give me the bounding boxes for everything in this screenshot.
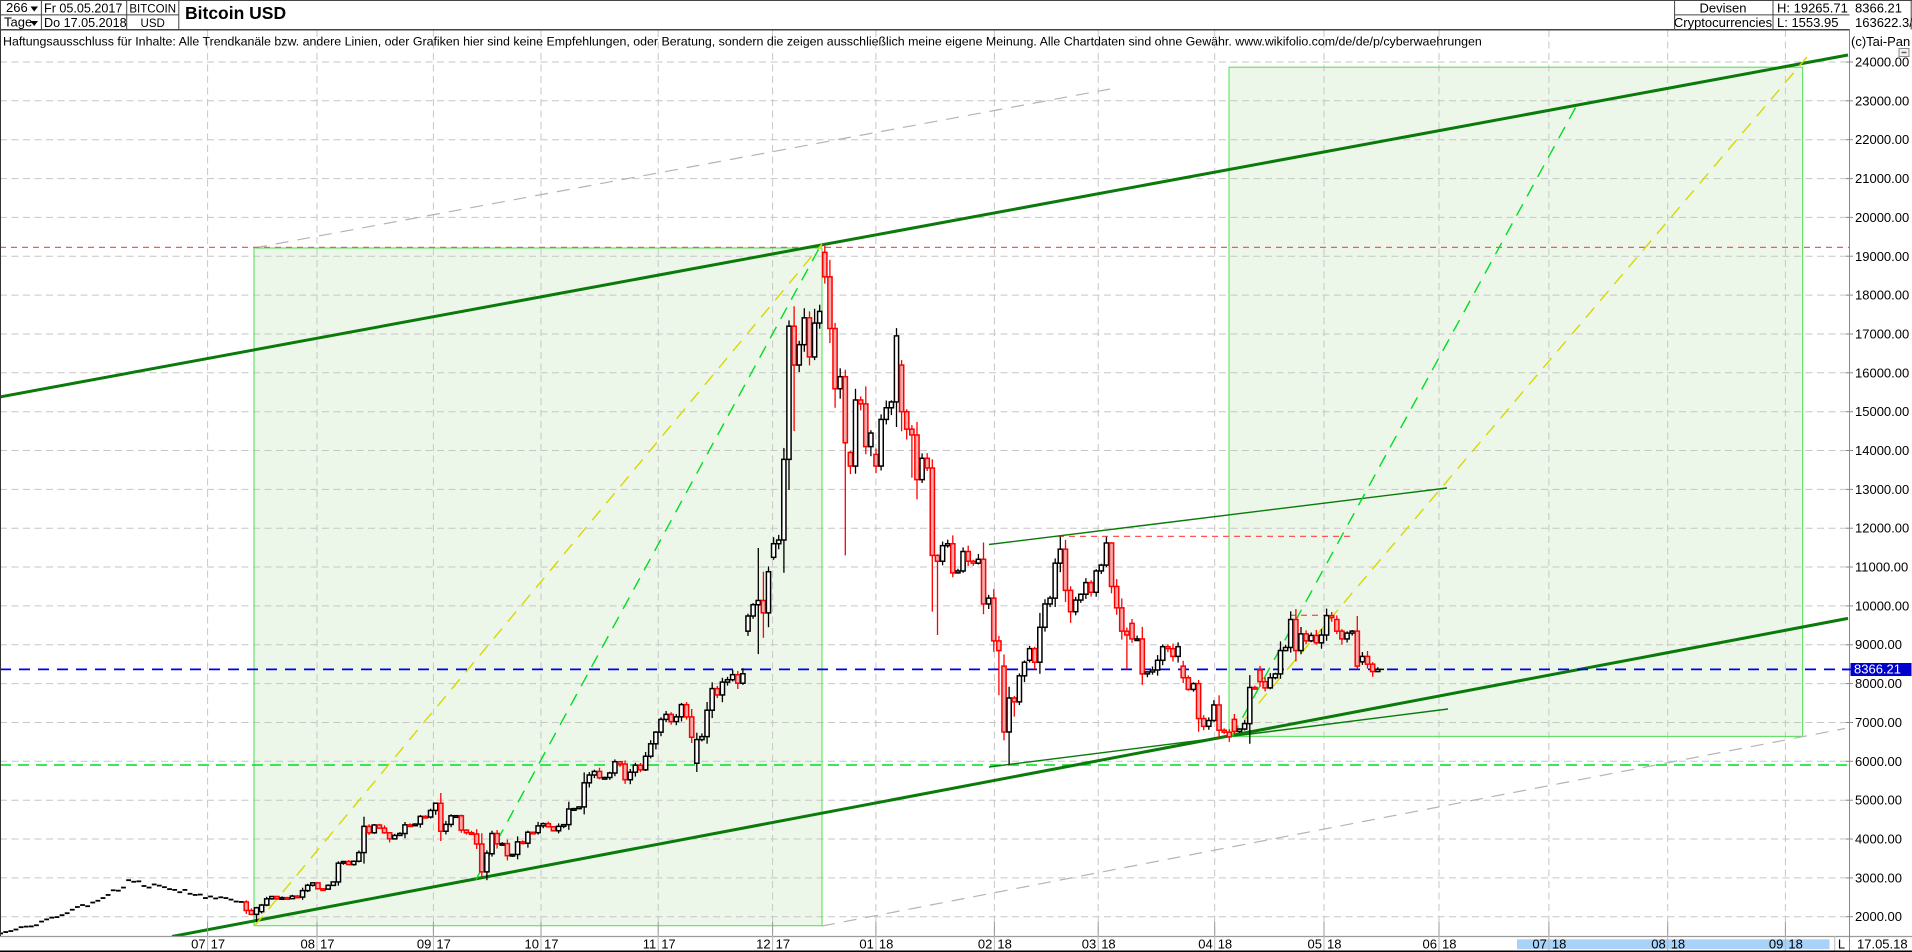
svg-text:16000.00: 16000.00 bbox=[1855, 365, 1909, 380]
svg-text:21000.00: 21000.00 bbox=[1855, 171, 1909, 186]
svg-text:17: 17 bbox=[544, 937, 558, 952]
svg-text:Cryptocurrencies: Cryptocurrencies bbox=[1674, 15, 1773, 30]
svg-text:11: 11 bbox=[643, 937, 657, 952]
svg-text:9000.00: 9000.00 bbox=[1855, 637, 1902, 652]
svg-text:H: 19265.71: H: 19265.71 bbox=[1777, 1, 1848, 16]
svg-text:Fr 05.05.2017: Fr 05.05.2017 bbox=[44, 2, 122, 16]
svg-text:07: 07 bbox=[1532, 937, 1546, 952]
svg-text:18: 18 bbox=[1101, 937, 1115, 952]
svg-text:17000.00: 17000.00 bbox=[1855, 327, 1909, 342]
svg-text:09: 09 bbox=[417, 937, 431, 952]
svg-text:Bitcoin USD: Bitcoin USD bbox=[185, 3, 286, 23]
svg-text:17: 17 bbox=[211, 937, 225, 952]
svg-text:18000.00: 18000.00 bbox=[1855, 288, 1909, 303]
svg-text:18: 18 bbox=[1442, 937, 1456, 952]
svg-text:2000.00: 2000.00 bbox=[1855, 909, 1902, 924]
svg-text:22000.00: 22000.00 bbox=[1855, 132, 1909, 147]
svg-text:Do 17.05.2018: Do 17.05.2018 bbox=[44, 16, 127, 30]
svg-text:17: 17 bbox=[776, 937, 790, 952]
svg-text:18: 18 bbox=[879, 937, 893, 952]
svg-text:17: 17 bbox=[436, 937, 450, 952]
svg-text:17: 17 bbox=[320, 937, 334, 952]
svg-text:08: 08 bbox=[1651, 937, 1665, 952]
svg-text:14000.00: 14000.00 bbox=[1855, 443, 1909, 458]
svg-text:8000.00: 8000.00 bbox=[1855, 676, 1902, 691]
svg-text:18: 18 bbox=[1552, 937, 1566, 952]
svg-text:18: 18 bbox=[1788, 937, 1802, 952]
svg-text:(c)Tai-Pan: (c)Tai-Pan bbox=[1851, 34, 1910, 49]
svg-text:18: 18 bbox=[1327, 937, 1341, 952]
svg-text:USD: USD bbox=[141, 18, 165, 30]
svg-text:09: 09 bbox=[1769, 937, 1783, 952]
svg-text:20000.00: 20000.00 bbox=[1855, 210, 1909, 225]
svg-text:L: L bbox=[1838, 937, 1845, 952]
svg-text:10: 10 bbox=[525, 937, 539, 952]
svg-text:11000.00: 11000.00 bbox=[1855, 560, 1908, 575]
svg-text:3000.00: 3000.00 bbox=[1855, 870, 1902, 885]
svg-text:4000.00: 4000.00 bbox=[1855, 832, 1902, 847]
svg-text:19000.00: 19000.00 bbox=[1855, 249, 1909, 264]
svg-text:L: 1553.95: L: 1553.95 bbox=[1777, 15, 1838, 30]
svg-text:02: 02 bbox=[978, 937, 992, 952]
svg-text:17.05.18: 17.05.18 bbox=[1857, 937, 1908, 952]
svg-text:04: 04 bbox=[1198, 937, 1212, 952]
svg-text:10000.00: 10000.00 bbox=[1855, 598, 1909, 613]
svg-text:7000.00: 7000.00 bbox=[1855, 715, 1902, 730]
svg-text:17: 17 bbox=[661, 937, 675, 952]
svg-text:8366.21: 8366.21 bbox=[1855, 1, 1902, 16]
svg-text:18: 18 bbox=[997, 937, 1011, 952]
svg-text:23000.00: 23000.00 bbox=[1855, 93, 1909, 108]
svg-text:266: 266 bbox=[6, 0, 28, 15]
svg-text:8366.21: 8366.21 bbox=[1854, 661, 1901, 676]
svg-text:07: 07 bbox=[191, 937, 205, 952]
svg-text:6000.00: 6000.00 bbox=[1855, 754, 1902, 769]
svg-text:18: 18 bbox=[1671, 937, 1685, 952]
svg-text:Haftungsausschluss für Inhalte: Haftungsausschluss für Inhalte: Alle Tre… bbox=[3, 35, 1482, 49]
svg-text:24000.00: 24000.00 bbox=[1855, 55, 1909, 70]
svg-text:01: 01 bbox=[859, 937, 873, 952]
svg-text:12: 12 bbox=[756, 937, 770, 952]
svg-text:06: 06 bbox=[1423, 937, 1437, 952]
svg-text:18: 18 bbox=[1218, 937, 1232, 952]
svg-text:163622.3/: 163622.3/ bbox=[1855, 15, 1912, 30]
svg-text:12000.00: 12000.00 bbox=[1855, 521, 1909, 536]
svg-text:BITCOIN: BITCOIN bbox=[129, 4, 176, 16]
svg-text:15000.00: 15000.00 bbox=[1855, 404, 1909, 419]
svg-text:Tage: Tage bbox=[4, 15, 32, 30]
svg-text:13000.00: 13000.00 bbox=[1855, 482, 1909, 497]
svg-text:05: 05 bbox=[1308, 937, 1322, 952]
svg-text:Devisen: Devisen bbox=[1700, 1, 1747, 16]
svg-text:03: 03 bbox=[1082, 937, 1096, 952]
svg-text:08: 08 bbox=[301, 937, 315, 952]
svg-text:5000.00: 5000.00 bbox=[1855, 793, 1902, 808]
